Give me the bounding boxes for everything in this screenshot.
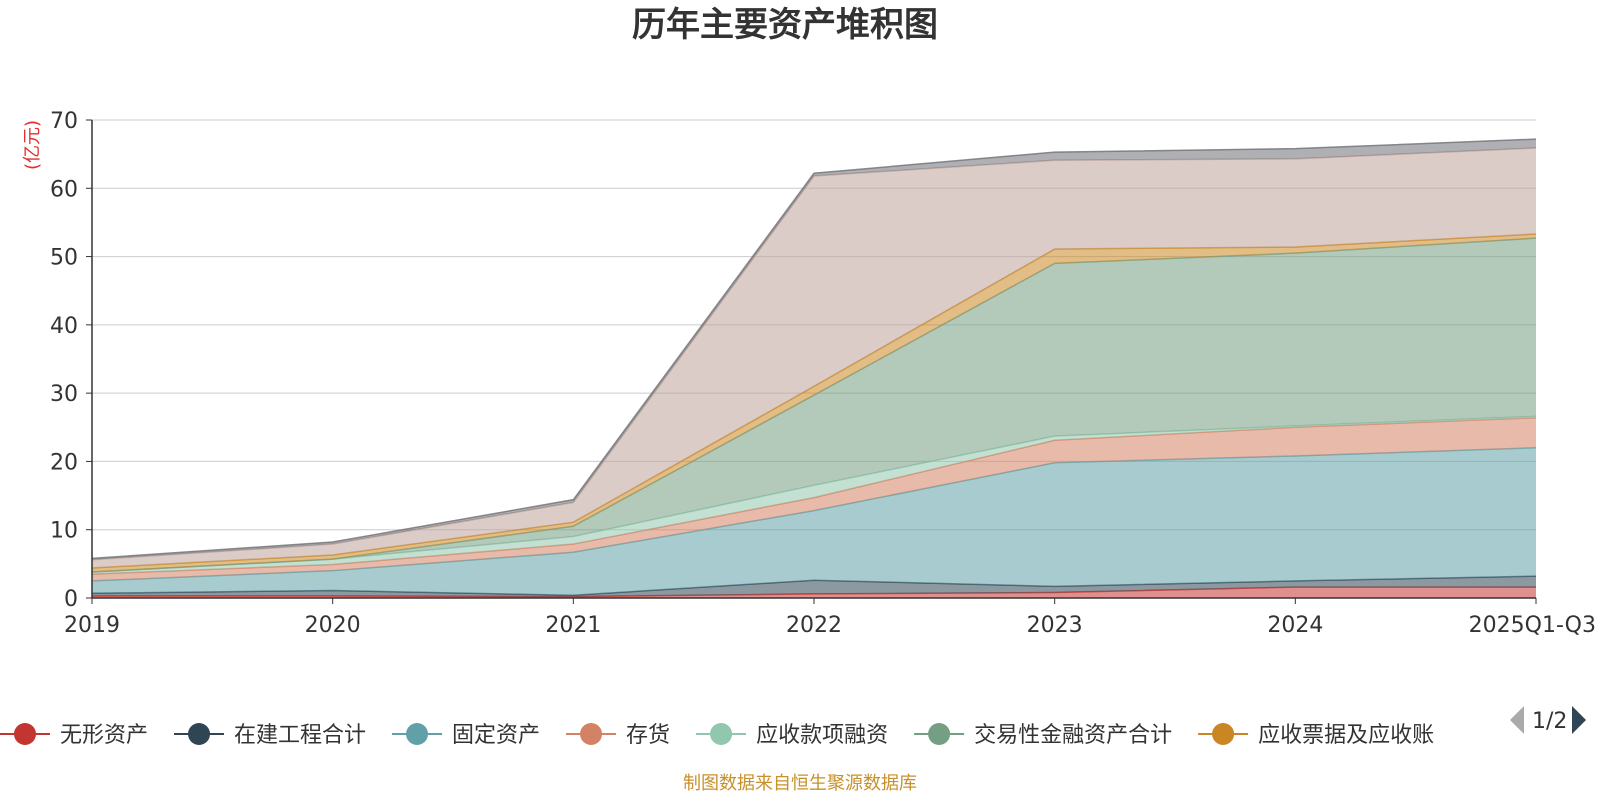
legend-label: 交易性金融资产合计 (974, 723, 1172, 748)
legend-marker (14, 723, 36, 745)
area-series (92, 416, 1536, 575)
x-tick-label: 2024 (1267, 613, 1323, 638)
legend-marker (710, 723, 733, 745)
area-series (92, 238, 1536, 573)
area-series (92, 447, 1536, 596)
legend-label: 固定资产 (452, 723, 540, 748)
y-tick-label: 10 (50, 519, 78, 544)
y-tick-label: 70 (50, 109, 78, 134)
y-tick-label: 30 (50, 382, 78, 407)
legend-item[interactable]: 交易性金融资产合计 (914, 723, 1172, 748)
chart-title: 历年主要资产堆积图 (632, 5, 938, 45)
series-line (91, 138, 1537, 560)
x-tick-label: 2019 (64, 613, 120, 638)
legend-marker (928, 723, 951, 745)
legend-item[interactable]: 应收款项融资 (696, 723, 888, 748)
y-tick-label: 40 (50, 314, 78, 339)
legend-label: 应收款项融资 (756, 723, 888, 748)
x-tick-label: 2023 (1027, 613, 1083, 638)
legend-pager: 1/2 (1510, 706, 1586, 734)
legend-marker (188, 723, 211, 745)
legend-item[interactable]: 存货 (566, 723, 670, 748)
area-series (92, 576, 1536, 597)
x-tick-label: 2025Q1-Q3 (1469, 613, 1596, 638)
y-tick-label: 50 (50, 246, 78, 271)
legend-page-indicator: 1/2 (1532, 709, 1567, 734)
x-tick-label: 2020 (305, 613, 361, 638)
x-tick-label: 2021 (545, 613, 601, 638)
legend-marker (406, 723, 429, 745)
legend-next-icon[interactable] (1572, 706, 1586, 734)
legend-item[interactable]: 固定资产 (392, 723, 540, 748)
legend-item[interactable]: 无形资产 (0, 723, 148, 748)
legend-marker (580, 723, 603, 745)
y-tick-label: 0 (64, 587, 78, 612)
legend-prev-icon[interactable] (1510, 706, 1524, 734)
y-tick-label: 20 (50, 450, 78, 475)
legend-label: 应收票据及应收账 (1258, 723, 1434, 748)
data-source-note: 制图数据来自恒生聚源数据库 (683, 773, 917, 794)
legend-label: 无形资产 (60, 723, 148, 748)
area-series (92, 147, 1536, 568)
area-series (92, 417, 1536, 581)
y-tick-label: 60 (50, 177, 78, 202)
legend-item[interactable]: 在建工程合计 (174, 723, 366, 748)
legend-label: 存货 (626, 723, 670, 748)
legend-item[interactable]: 应收票据及应收账 (1198, 723, 1434, 748)
legend: 无形资产 在建工程合计 固定资产 存货 应收款项融资 交易性金融资产合计 应收票据及应收账 (0, 723, 1434, 748)
stacked-areas (91, 138, 1537, 598)
x-tick-label: 2022 (786, 613, 842, 638)
y-unit-label: (亿元) (22, 120, 43, 170)
legend-label: 在建工程合计 (234, 723, 366, 748)
axes: 0 10 20 30 40 50 60 70 2019 2020 2021 2022 2023 2024 2… (50, 109, 1596, 638)
legend-marker (1212, 723, 1235, 745)
